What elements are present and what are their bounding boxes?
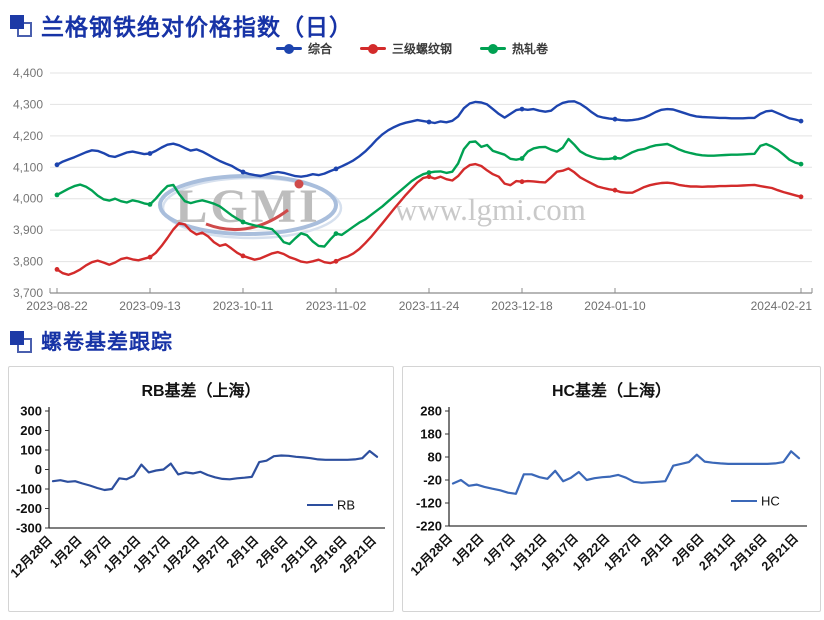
line-dot-marker-blue [275,43,302,54]
series-marker [426,119,432,125]
marker-dot [367,43,378,54]
marker-dot [283,43,294,54]
bullet-front-square [10,14,24,29]
y-tick-label: 100 [20,443,42,458]
series-line [55,100,803,178]
y-tick-label: -200 [16,501,42,516]
series-marker [798,161,804,167]
y-tick-label: 3,900 [13,223,43,237]
x-tick-label: 2023-12-18 [491,299,553,313]
series-marker [240,253,246,259]
price-index-chart-svg: 4,400 4,300 4,200 4,100 4,000 3,900 3,800 3,700… [13,66,813,313]
lgmi-watermark: LGMI www.lgmi.com [158,174,586,240]
watermark-url-text: www.lgmi.com [395,192,586,227]
series-marker [798,194,804,200]
series-marker [54,267,60,272]
series-marker [333,258,339,264]
series-marker [54,192,60,198]
legend-label-rebar: 三级螺纹钢 [391,42,452,56]
section1-title: 兰格钢铁绝对价格指数（日） [41,14,353,40]
y-tick-label: 3,700 [13,286,43,300]
y-tick-label: 280 [420,404,442,419]
legend-item-hrc[interactable]: 热轧卷 [480,40,548,57]
rb-chart-title: RB基差（上海） [141,383,261,400]
x-tick-label: 2023-09-13 [119,299,181,313]
main-chart-legend: 综合 三级螺纹钢 热轧卷 [0,40,824,57]
y-tick-label: 4,400 [13,66,43,80]
series-marker [426,170,432,175]
x-tick-label: 12月28日 [9,533,55,580]
legend-label-hrc: 热轧卷 [512,42,549,56]
x-tick-label: 2023-10-11 [213,299,274,313]
legend-item-composite[interactable]: 综合 [275,40,332,57]
series-marker [333,231,339,237]
hc-basis-chart-svg: 28018080-20-120-22012月28日1月2日1月7日1月12日1月… [408,404,807,578]
inline-legend[interactable]: RB [307,498,355,513]
y-tick-label: 3,800 [13,255,43,269]
y-tick-label: 4,100 [13,160,43,174]
series-marker [147,151,153,156]
rb-basis-panel: RB基差（上海） 300 200 100 0 -100 -200 -300 12月28日 1月2… [8,366,394,612]
series-marker [612,155,618,161]
y-tick-label: -120 [416,496,442,511]
series-line [451,450,801,495]
section2-title: 螺卷基差跟踪 [41,331,173,354]
x-tick-label: 1月2日 [449,531,486,568]
series-marker [333,166,339,172]
inline-legend[interactable]: HC [731,494,780,509]
x-tick-label: 12月28日 [408,531,455,578]
series-marker [240,169,246,175]
series-marker [147,202,153,207]
series-marker [519,179,525,185]
section1-header: 兰格钢铁绝对价格指数（日） [10,8,353,42]
legend-label: RB [337,498,355,513]
y-tick-label: -20 [423,473,442,488]
x-tick-label: 2024-01-10 [584,299,646,313]
series-marker [519,156,525,161]
series-marker [426,174,432,180]
series-marker [612,187,618,193]
legend-item-rebar[interactable]: 三级螺纹钢 [359,40,452,57]
legend-label-composite: 综合 [307,42,332,56]
series-marker [612,116,618,122]
series-marker [240,219,246,225]
y-tick-label: 180 [420,427,442,442]
y-tick-label: 80 [428,450,442,465]
section2-header: 螺卷基差跟踪 [10,326,173,356]
hc-basis-panel: HC基差（上海） 280 180 80 -20 -120 -220 12月28日 1月2日 1月… [402,366,821,612]
series-marker [519,106,525,112]
section-bullet-icon [10,14,32,37]
series-marker [798,118,804,124]
y-tick-label: -220 [416,519,442,534]
y-tick-label: 4,300 [13,97,43,111]
y-tick-label: 0 [35,462,42,477]
rb-basis-chart-svg: 3002001000-100-200-30012月28日1月2日1月7日1月12… [9,404,385,580]
y-tick-label: 200 [20,423,42,438]
y-tick-label: 4,000 [13,192,43,206]
bullet-back-square [17,21,32,37]
x-tick-label: 2023-11-02 [306,299,367,313]
y-tick-label: -300 [16,521,42,536]
bullet-back-square [17,337,32,353]
x-tick-label: 2024-02-21 [751,299,813,313]
series-line [51,449,379,492]
hc-chart-title: HC基差（上海） [551,383,672,400]
y-tick-label: 300 [20,404,42,419]
marker-dot [488,43,498,54]
x-tick-label: 2023-08-22 [26,299,88,313]
line-dot-marker-green [480,43,506,54]
series-marker [54,162,60,168]
x-tick-label: 2023-11-24 [399,299,460,313]
x-tick-label: 1月2日 [47,533,84,570]
section-bullet-icon [10,330,32,353]
y-tick-label: 4,200 [13,129,43,143]
bullet-front-square [10,330,24,345]
x-tick-label: 2月1日 [638,531,675,568]
series-marker [147,254,153,260]
legend-label: HC [761,494,780,509]
line-dot-marker-red [359,43,386,54]
x-tick-label: 2月1日 [224,533,261,570]
y-tick-label: -100 [16,482,42,497]
